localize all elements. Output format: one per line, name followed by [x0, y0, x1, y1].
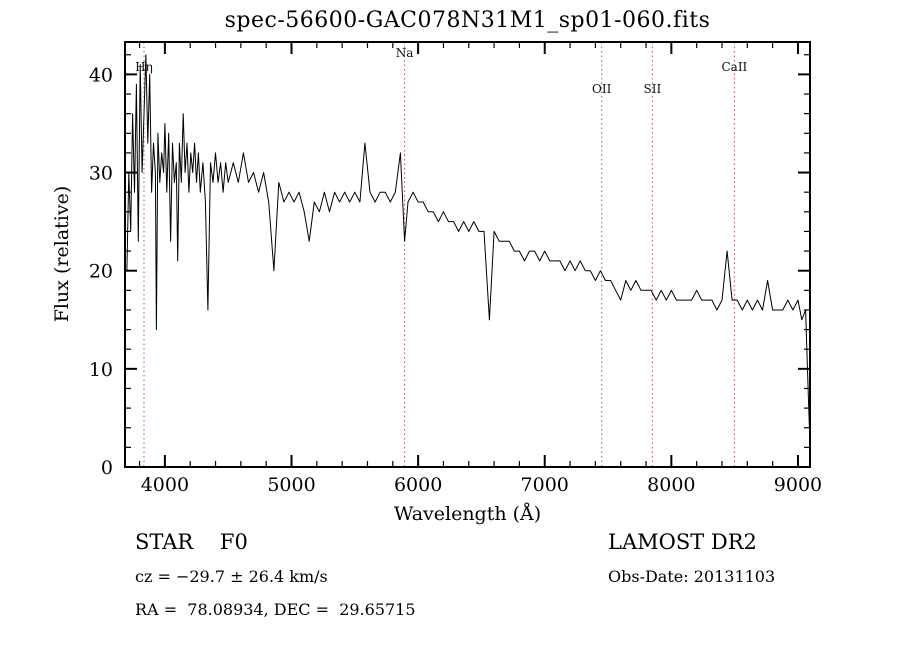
spectral-line-label: OII [592, 82, 612, 96]
x-tick-label: 6000 [394, 474, 442, 496]
x-tick-label: 8000 [647, 474, 695, 496]
y-tick-label: 30 [89, 163, 113, 185]
x-tick-label: 5000 [267, 474, 315, 496]
spectral-line-label: SII [644, 82, 662, 96]
ra-dec-text: RA = 78.08934, DEC = 29.65715 [135, 600, 416, 619]
x-tick-label: 4000 [141, 474, 189, 496]
obs-date-text: Obs-Date: 20131103 [608, 567, 776, 586]
x-tick-label: 9000 [774, 474, 822, 496]
survey-name-text: LAMOST DR2 [608, 530, 757, 554]
x-axis-label: Wavelength (Å) [393, 503, 542, 525]
spectrum-chart: Hη Na OII SII CaII 4000 5000 6000 7000 8000 9000 0 1… [89, 41, 822, 496]
y-tick-label: 40 [89, 64, 113, 86]
spectral-line-label: Hη [135, 60, 153, 74]
spectrum-trace [126, 54, 810, 428]
radial-velocity-text: cz = −29.7 ± 26.4 km/s [135, 567, 328, 586]
x-tick-label: 7000 [521, 474, 569, 496]
spectral-line-label: Na [396, 46, 414, 60]
y-tick-label: 0 [101, 457, 113, 479]
spectral-line-label: CaII [721, 60, 747, 74]
plot-frame [124, 41, 811, 468]
object-class-text: STAR F0 [135, 530, 248, 554]
y-tick-label: 20 [89, 261, 113, 283]
y-tick-label: 10 [89, 359, 113, 381]
page-title: spec-56600-GAC078N31M1_sp01-060.fits [224, 8, 711, 33]
